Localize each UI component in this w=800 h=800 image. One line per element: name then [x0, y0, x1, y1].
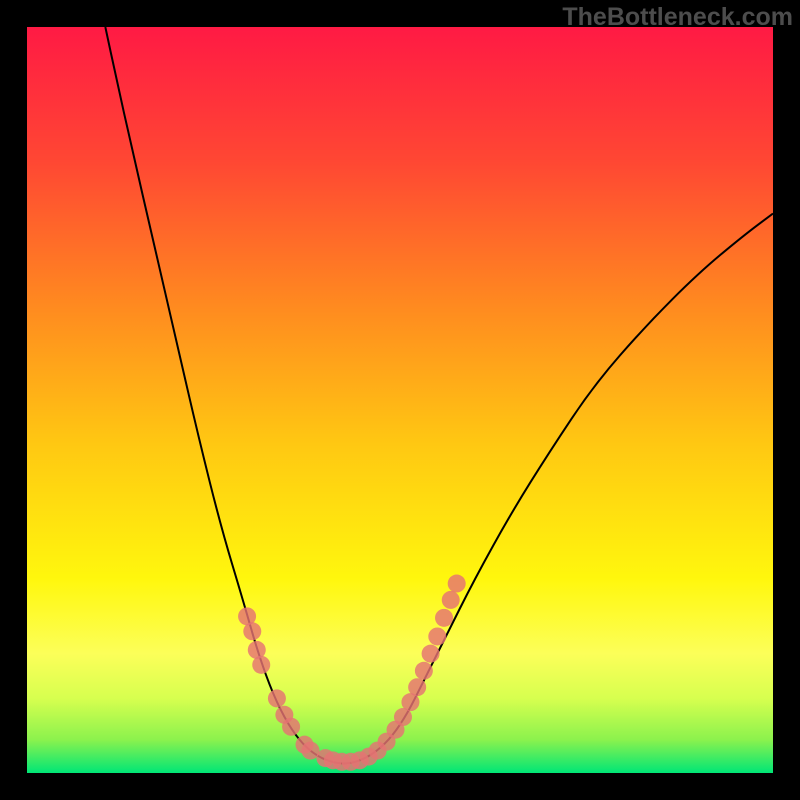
data-point: [268, 689, 286, 707]
data-point: [408, 678, 426, 696]
bottleneck-curve-chart: [0, 0, 800, 800]
data-point: [252, 656, 270, 674]
watermark-text: TheBottleneck.com: [562, 3, 793, 32]
data-point: [282, 718, 300, 736]
chart-frame: TheBottleneck.com: [0, 0, 800, 800]
data-point: [428, 627, 446, 645]
data-point: [442, 591, 460, 609]
gradient-background: [27, 27, 773, 773]
data-point: [435, 609, 453, 627]
data-point: [415, 662, 433, 680]
data-point: [422, 645, 440, 663]
data-point: [448, 575, 466, 593]
data-point: [243, 622, 261, 640]
